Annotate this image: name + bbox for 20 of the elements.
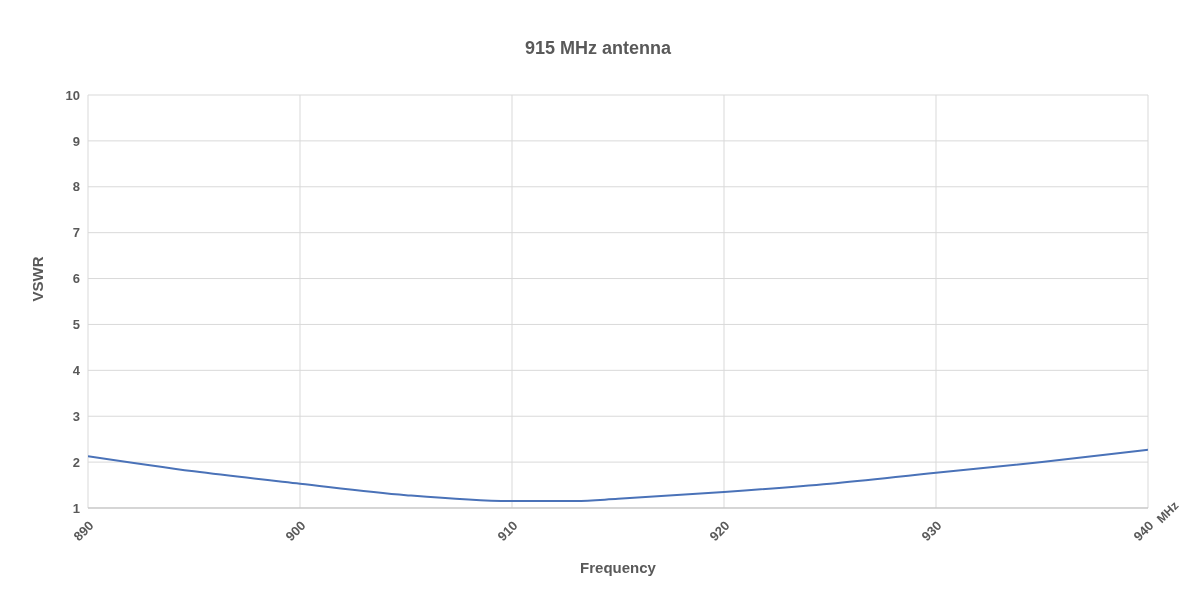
y-tick-label: 8 (72, 179, 80, 195)
y-tick-label: 3 (72, 408, 80, 424)
y-tick-label: 9 (72, 133, 80, 149)
x-tick-label: 910 (494, 517, 521, 544)
x-axis-title: Frequency (580, 559, 657, 576)
line-series (88, 448, 1148, 503)
x-tick-label: 940 (1130, 517, 1157, 544)
y-tick-label: 7 (72, 225, 80, 241)
y-tick-label: 5 (72, 317, 80, 333)
x-tick-label: 890 (70, 517, 97, 544)
x-tick-label: 930 (918, 517, 945, 544)
x-tick-label: 900 (282, 517, 309, 544)
chart-title: 915 MHz antenna (523, 38, 672, 59)
x-tick-label: 920 (706, 517, 733, 544)
y-tick-label: 6 (72, 271, 80, 287)
y-tick-label: 4 (72, 362, 81, 378)
y-tick-label: 2 (72, 454, 80, 470)
y-tick-label: 10 (65, 87, 80, 103)
y-tick-label: 1 (72, 500, 80, 516)
y-axis-title: VSWR (29, 256, 47, 302)
